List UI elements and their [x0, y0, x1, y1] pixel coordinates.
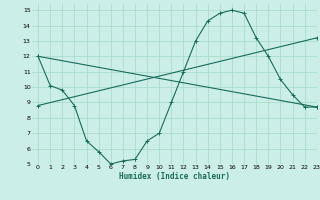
X-axis label: Humidex (Indice chaleur): Humidex (Indice chaleur) [119, 172, 230, 181]
